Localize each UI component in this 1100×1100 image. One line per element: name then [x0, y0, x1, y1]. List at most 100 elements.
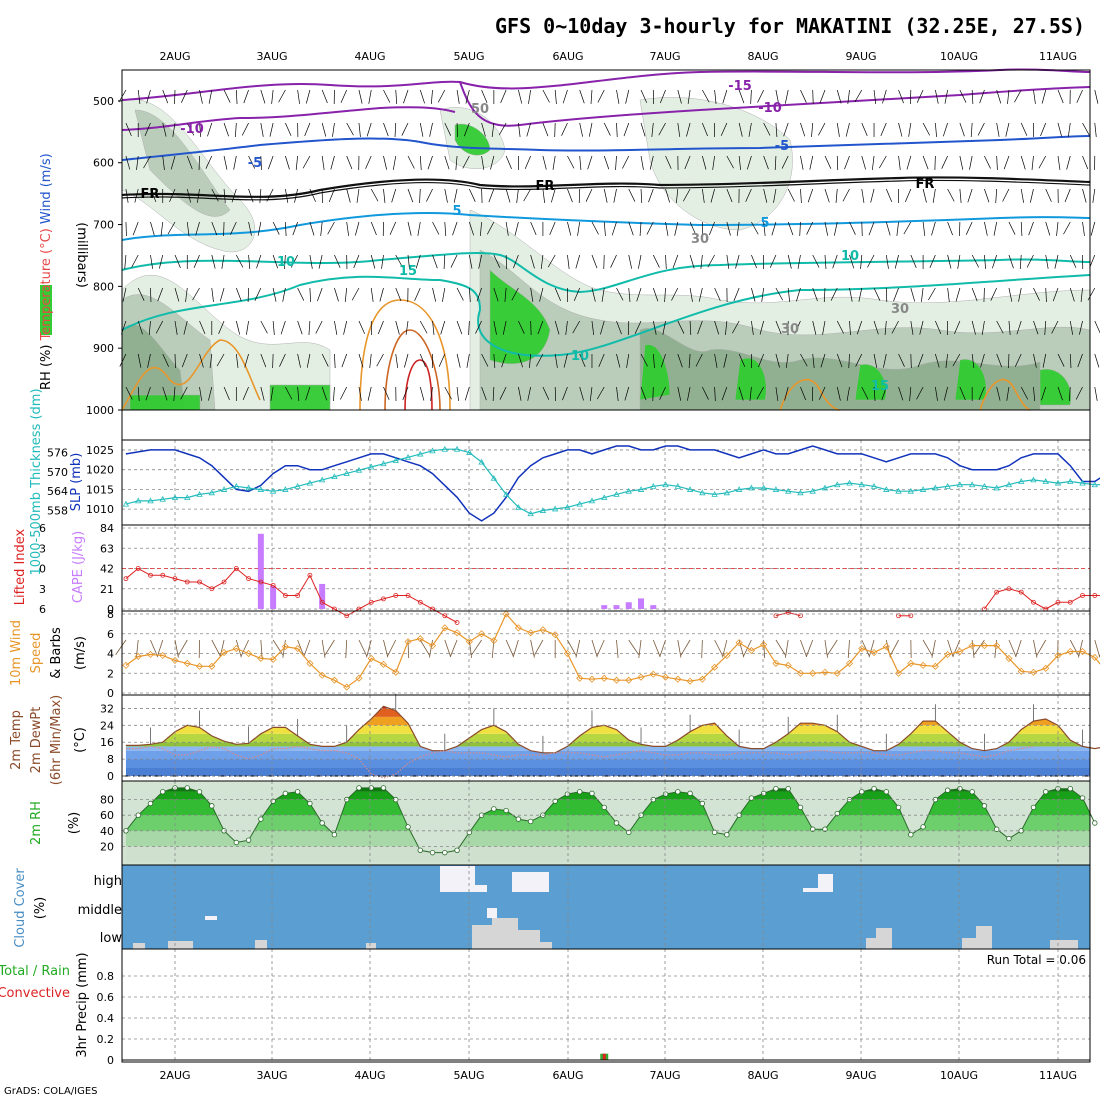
lifted-index-marker: [307, 572, 313, 578]
wind-barb: [759, 320, 765, 335]
wind-barb: [603, 188, 608, 203]
surface-wind-barb: [847, 639, 850, 658]
wind-barb: [266, 188, 274, 202]
rh-marker: [895, 804, 902, 811]
wind-barb: [505, 155, 512, 170]
wind-barb: [1069, 320, 1074, 335]
cloud-panel: high middle low Cloud Cover (%): [13, 865, 1090, 949]
wind-barb: [945, 353, 948, 368]
wind-speed-marker: [379, 660, 388, 668]
wind-speed-marker: [232, 644, 240, 653]
wind-barb: [321, 155, 325, 170]
wind-barb: [873, 287, 881, 301]
wind-barb: [748, 122, 752, 137]
surface-wind-barb: [889, 639, 899, 657]
wind-barb: [549, 221, 556, 236]
contour-label: 10: [571, 349, 589, 364]
surface-wind-barb: [596, 639, 605, 657]
wind-barb: [481, 89, 488, 104]
thickness-marker: [331, 473, 338, 480]
thickness-marker: [527, 510, 534, 517]
slp-tick: 1025: [86, 444, 114, 457]
thickness-marker: [257, 486, 265, 492]
x-tick-label-top: 3AUG: [256, 50, 287, 63]
wind-barb: [1069, 254, 1077, 268]
vertical-gridlines: [174, 611, 1059, 695]
wind-barb: [124, 254, 127, 269]
wind-barb: [600, 320, 605, 335]
thickness-marker: [306, 479, 314, 486]
wind-barb: [1031, 155, 1034, 170]
wind-barb: [537, 320, 544, 335]
wind-barb: [468, 287, 471, 302]
wind-barb: [947, 221, 953, 236]
wind-barb: [844, 155, 850, 170]
thickness-marker: [564, 503, 571, 510]
wind-barb: [297, 353, 301, 368]
wind-speed-marker: [355, 674, 363, 682]
surface-wind-barb: [530, 639, 535, 658]
wind-barb: [1082, 122, 1090, 136]
wind-barb: [395, 254, 403, 268]
wind-barb: [1003, 155, 1010, 170]
wind-barb: [971, 89, 974, 104]
thickness-marker: [441, 445, 448, 452]
wind-barb: [270, 386, 274, 401]
rh-marker: [577, 789, 583, 795]
thickness-marker: [588, 497, 596, 504]
wind-barb: [959, 155, 964, 170]
wind-barb: [921, 287, 924, 302]
temp-band: [125, 742, 1090, 747]
wind-barb: [542, 188, 545, 203]
wind-barb: [623, 122, 630, 137]
wind-barb: [443, 254, 446, 269]
cape-tick: 42: [100, 563, 114, 576]
temp-tick: 8: [107, 753, 114, 766]
wind-barb: [259, 188, 262, 203]
lifted-tick: 0: [39, 563, 46, 576]
wind-barb: [256, 254, 262, 269]
wind-barb: [243, 89, 249, 104]
wind-barb: [383, 122, 389, 137]
wind-barb: [959, 122, 965, 137]
slp-line: [125, 445, 1100, 522]
wind-barb: [340, 386, 348, 400]
wind-barb: [501, 353, 507, 368]
wind-barb: [1045, 221, 1051, 236]
wind-barb: [861, 386, 869, 400]
surface-wind-barb: [1033, 639, 1038, 658]
wind-barb: [162, 89, 169, 104]
wind-barb: [468, 254, 473, 269]
wind-barb: [523, 188, 531, 202]
rh-tick: 80: [100, 794, 114, 807]
temp-band: [125, 725, 1090, 734]
cloud-axis-units: (%): [33, 897, 48, 920]
wind-barb: [996, 155, 998, 170]
wind-barb: [616, 287, 624, 301]
wind-speed-marker: [600, 674, 608, 682]
wind-barb: [453, 188, 458, 203]
wind-speed-marker: [674, 675, 682, 683]
wind-barb: [597, 89, 605, 103]
wind-barb: [812, 353, 815, 368]
wind-barb: [677, 122, 681, 137]
wind-barb: [775, 122, 778, 137]
wind-barb: [260, 353, 267, 368]
wind-barb: [236, 254, 244, 268]
wind-barb: [125, 155, 131, 170]
wind-speed-marker: [882, 643, 890, 651]
wind-speed-marker: [993, 642, 1001, 650]
cape-bar: [650, 605, 657, 609]
wind-barb: [922, 188, 927, 203]
wind-speed-marker: [1005, 654, 1013, 663]
contour-label: -15: [728, 79, 752, 94]
thickness-marker: [981, 483, 988, 489]
wind-barb: [672, 254, 679, 269]
rh-marker: [834, 810, 840, 817]
rh-marker: [527, 818, 534, 825]
thickness-marker: [809, 487, 816, 494]
wind-barb: [660, 353, 666, 368]
wind-barb: [761, 287, 765, 302]
wind-barb: [702, 89, 710, 103]
